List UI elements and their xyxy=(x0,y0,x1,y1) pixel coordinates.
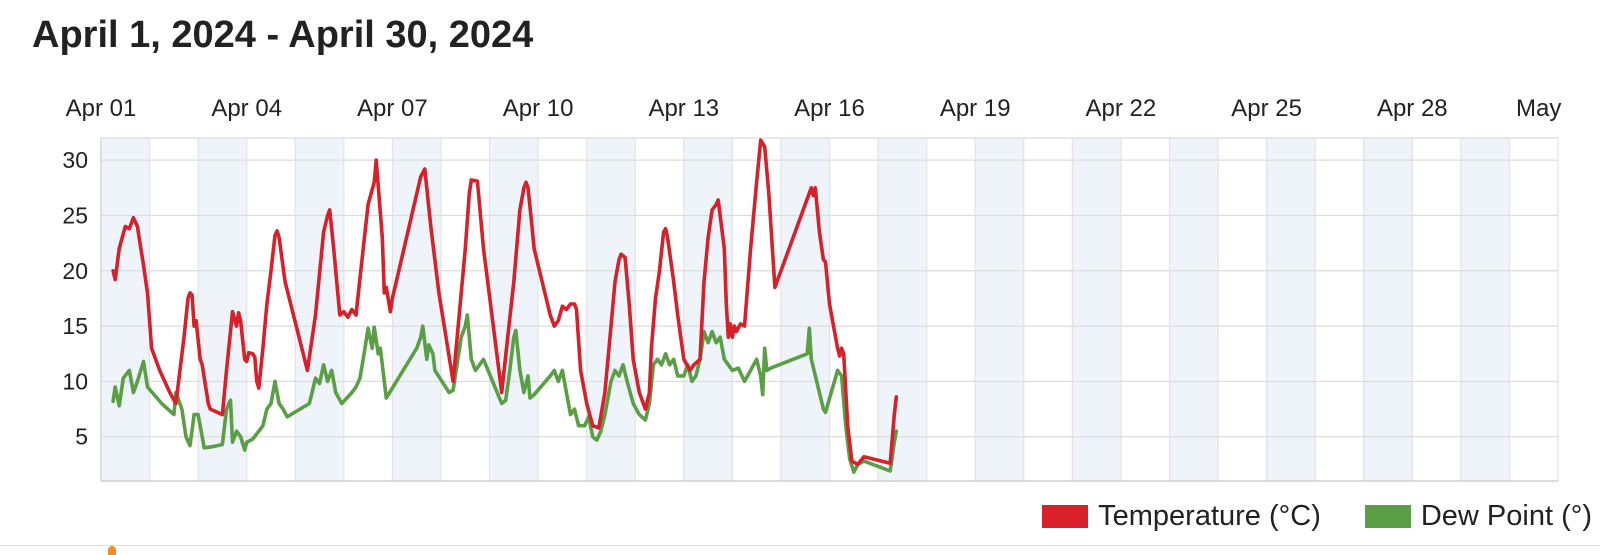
day-band xyxy=(198,138,247,481)
y-tick-label: 25 xyxy=(62,202,88,228)
y-tick-label: 15 xyxy=(62,313,88,339)
y-axis-ticks: 5 10 15 20 25 30 xyxy=(62,147,88,450)
legend-label-dew-point: Dew Point (°) xyxy=(1420,500,1592,532)
day-band xyxy=(489,138,539,481)
chart-svg: Apr 01 Apr 04 Apr 07 Apr 10 Apr 13 Apr 16 Apr … xyxy=(62,95,1562,482)
legend: Temperature (°C) Dew Point (°) xyxy=(1042,500,1592,533)
x-tick-label: Apr 25 xyxy=(1231,95,1302,122)
day-band xyxy=(101,138,150,481)
divider xyxy=(0,545,1600,546)
day-band xyxy=(878,138,927,481)
series-line-dew-point xyxy=(111,313,899,474)
day-band xyxy=(1460,138,1510,481)
y-tick-label: 10 xyxy=(62,368,88,394)
day-band xyxy=(295,138,344,481)
x-tick-label: Apr 13 xyxy=(648,95,719,122)
legend-swatch-temperature xyxy=(1042,505,1089,528)
x-tick-label: Apr 10 xyxy=(503,95,574,122)
day-band xyxy=(683,138,733,481)
marker-icon xyxy=(108,546,116,555)
x-tick-label: Apr 16 xyxy=(794,95,865,122)
series-lines xyxy=(111,138,899,474)
chart-title: April 1, 2024 - April 30, 2024 xyxy=(32,14,534,56)
x-tick-label: Apr 22 xyxy=(1086,95,1157,122)
x-tick-label: Apr 28 xyxy=(1377,95,1448,122)
legend-swatch-dew-point xyxy=(1364,505,1411,528)
day-band xyxy=(1266,138,1316,481)
x-axis-ticks: Apr 01 Apr 04 Apr 07 Apr 10 Apr 13 Apr 16 Apr … xyxy=(66,95,1562,122)
y-tick-label: 5 xyxy=(75,424,88,450)
y-tick-label: 30 xyxy=(62,147,88,173)
day-band xyxy=(1072,138,1121,481)
x-tick-label: Apr 04 xyxy=(211,95,282,122)
y-tick-label: 20 xyxy=(62,258,88,284)
legend-label-temperature: Temperature (°C) xyxy=(1098,500,1321,532)
x-tick-label: Apr 19 xyxy=(940,95,1011,122)
x-tick-label: Apr 01 xyxy=(66,95,137,122)
gridlines xyxy=(100,137,1559,482)
day-band xyxy=(1169,138,1219,481)
legend-item-temperature[interactable]: Temperature (°C) xyxy=(1042,500,1321,533)
legend-item-dew-point[interactable]: Dew Point (°) xyxy=(1364,500,1592,533)
day-band xyxy=(1363,138,1413,481)
x-tick-label: Apr 07 xyxy=(357,95,428,122)
x-tick-label: May xyxy=(1516,95,1561,122)
day-band xyxy=(780,138,830,481)
day-band xyxy=(975,138,1024,481)
series-line-temperature xyxy=(111,138,899,467)
